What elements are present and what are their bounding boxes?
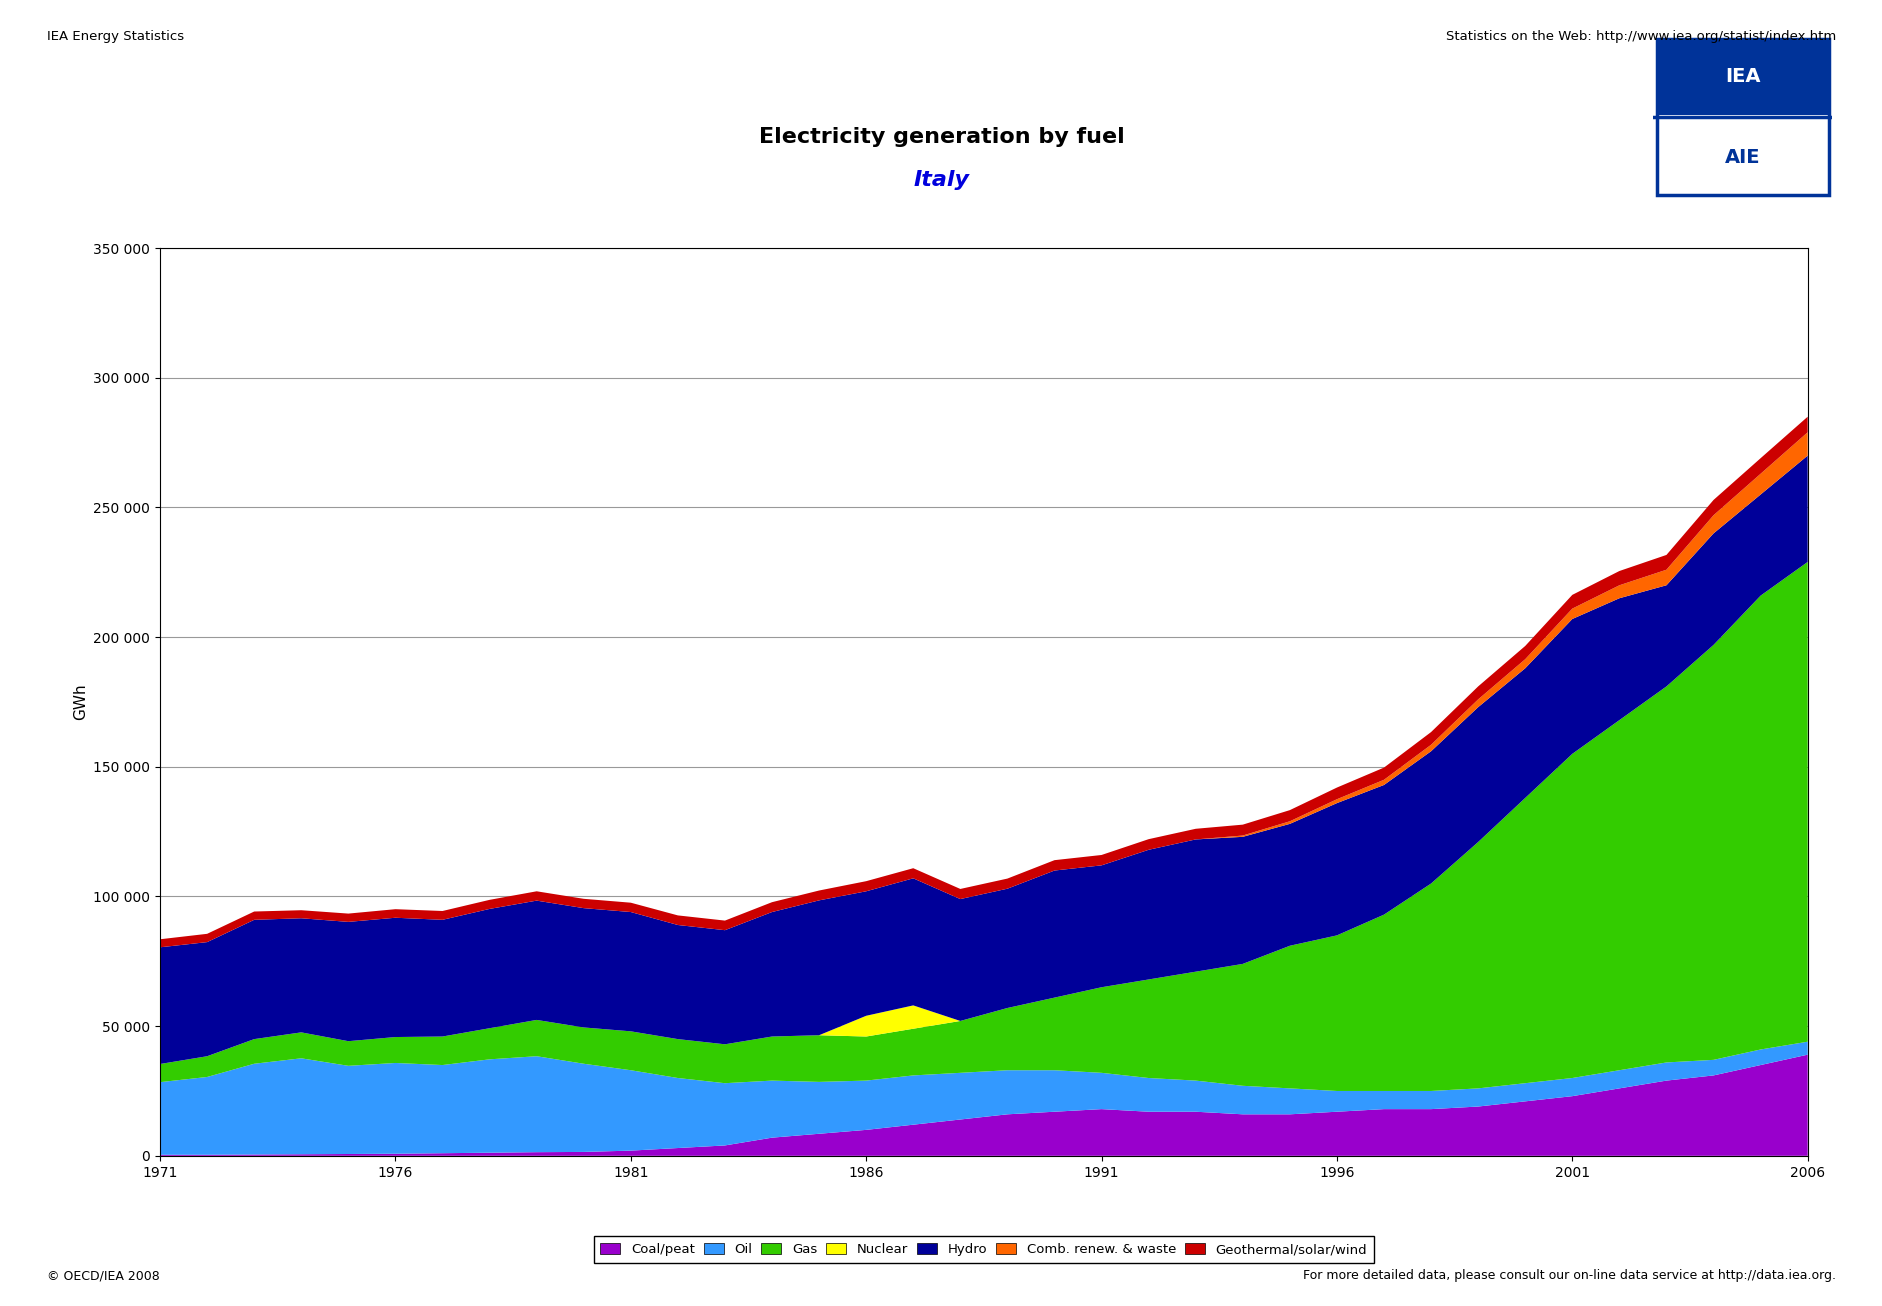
Text: AIE: AIE <box>1724 148 1760 167</box>
Text: © OECD/IEA 2008: © OECD/IEA 2008 <box>47 1269 160 1282</box>
Text: Italy: Italy <box>913 170 969 191</box>
Text: For more detailed data, please consult our on-line data service at http://data.i: For more detailed data, please consult o… <box>1302 1269 1835 1282</box>
Bar <box>1656 38 1827 115</box>
Y-axis label: GWh: GWh <box>73 683 88 721</box>
Text: Statistics on the Web: http://www.iea.org/statist/index.htm: Statistics on the Web: http://www.iea.or… <box>1445 30 1835 43</box>
Text: IEA: IEA <box>1724 67 1760 86</box>
Legend: Coal/peat, Oil, Gas, Nuclear, Hydro, Comb. renew. & waste, Geothermal/solar/wind: Coal/peat, Oil, Gas, Nuclear, Hydro, Com… <box>593 1235 1374 1263</box>
Text: IEA Energy Statistics: IEA Energy Statistics <box>47 30 184 43</box>
Text: Electricity generation by fuel: Electricity generation by fuel <box>758 127 1124 148</box>
